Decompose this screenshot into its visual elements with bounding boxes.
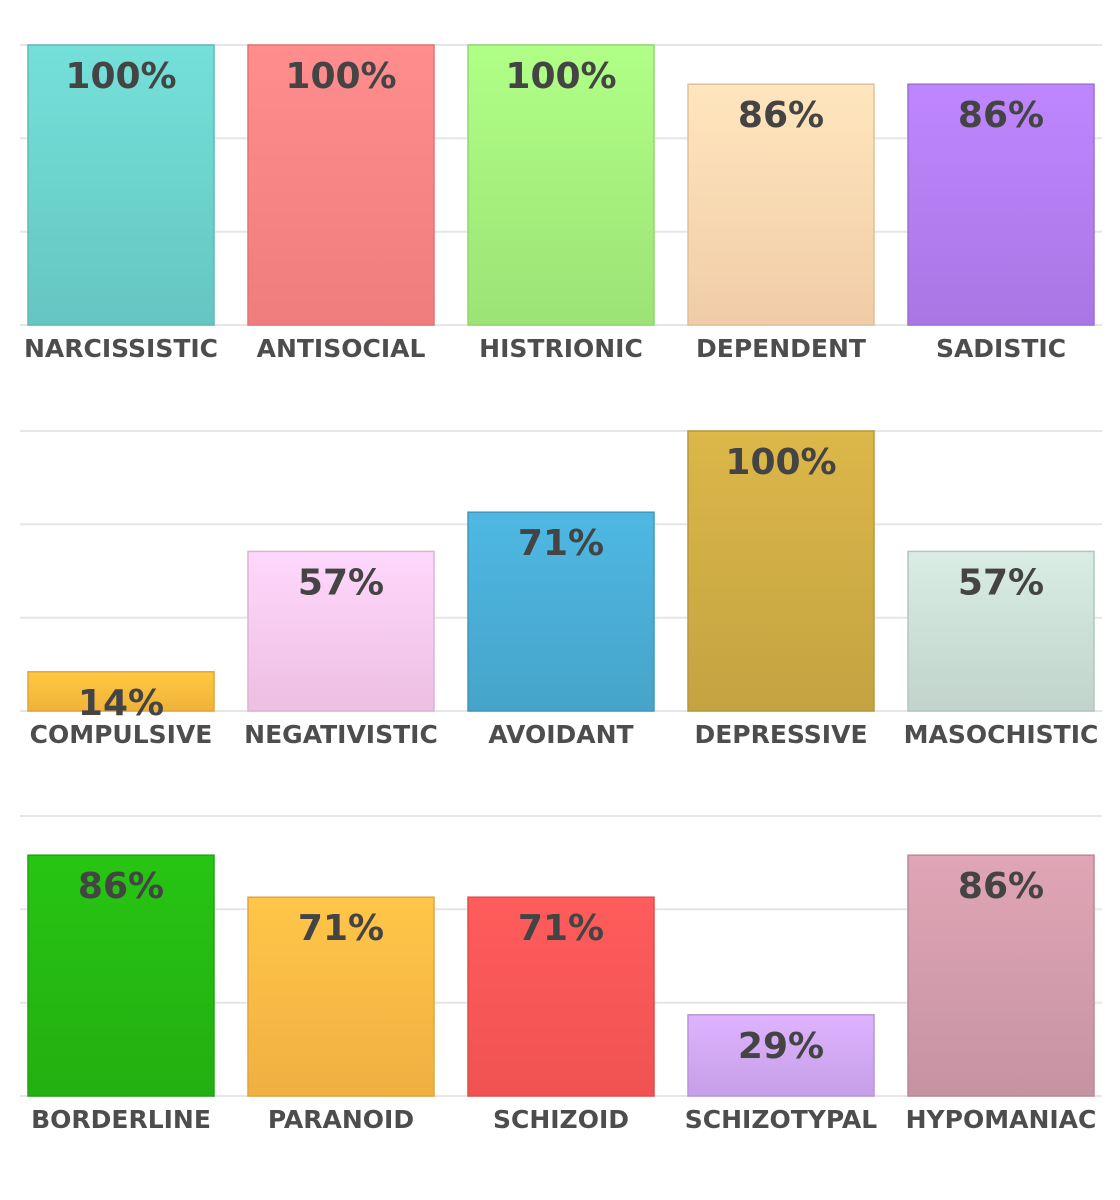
x-tick-label: NARCISSISTIC <box>24 334 218 363</box>
x-tick-label: SCHIZOID <box>493 1105 629 1134</box>
x-tick-label: HYPOMANIAC <box>906 1105 1097 1134</box>
x-tick-label: SADISTIC <box>936 334 1066 363</box>
x-tick-label: SCHIZOTYPAL <box>685 1105 877 1134</box>
bar <box>27 44 215 326</box>
bar <box>27 854 215 1097</box>
x-tick-label: BORDERLINE <box>31 1105 211 1134</box>
bar <box>907 83 1095 326</box>
bar <box>907 854 1095 1097</box>
x-tick-label: DEPENDENT <box>696 334 866 363</box>
bar <box>687 83 875 326</box>
x-tick-label: DEPRESSIVE <box>694 720 867 749</box>
bar <box>467 44 655 326</box>
x-tick-label: AVOIDANT <box>488 720 633 749</box>
x-tick-label: ANTISOCIAL <box>257 334 426 363</box>
value-label: 71% <box>298 908 384 949</box>
value-label: 14% <box>78 683 164 724</box>
bar <box>467 511 655 712</box>
bar <box>687 430 875 712</box>
value-label: 100% <box>285 56 396 97</box>
bar <box>247 896 435 1097</box>
bar <box>467 896 655 1097</box>
value-label: 100% <box>65 56 176 97</box>
bar <box>907 550 1095 712</box>
value-label: 86% <box>958 866 1044 907</box>
bar <box>247 44 435 326</box>
value-label: 29% <box>738 1026 824 1067</box>
value-label: 71% <box>518 908 604 949</box>
x-tick-label: COMPULSIVE <box>30 720 213 749</box>
bar <box>247 550 435 712</box>
value-label: 86% <box>78 866 164 907</box>
value-label: 57% <box>958 562 1044 603</box>
x-tick-label: HISTRIONIC <box>479 334 643 363</box>
value-label: 86% <box>738 95 824 136</box>
value-label: 86% <box>958 95 1044 136</box>
x-tick-label: PARANOID <box>268 1105 414 1134</box>
bar <box>27 671 215 712</box>
value-label: 100% <box>725 442 836 483</box>
value-label: 100% <box>505 56 616 97</box>
value-label: 71% <box>518 523 604 564</box>
x-tick-label: NEGATIVISTIC <box>244 720 438 749</box>
x-tick-label: MASOCHISTIC <box>904 720 1099 749</box>
bar <box>687 1014 875 1097</box>
value-label: 57% <box>298 562 384 603</box>
